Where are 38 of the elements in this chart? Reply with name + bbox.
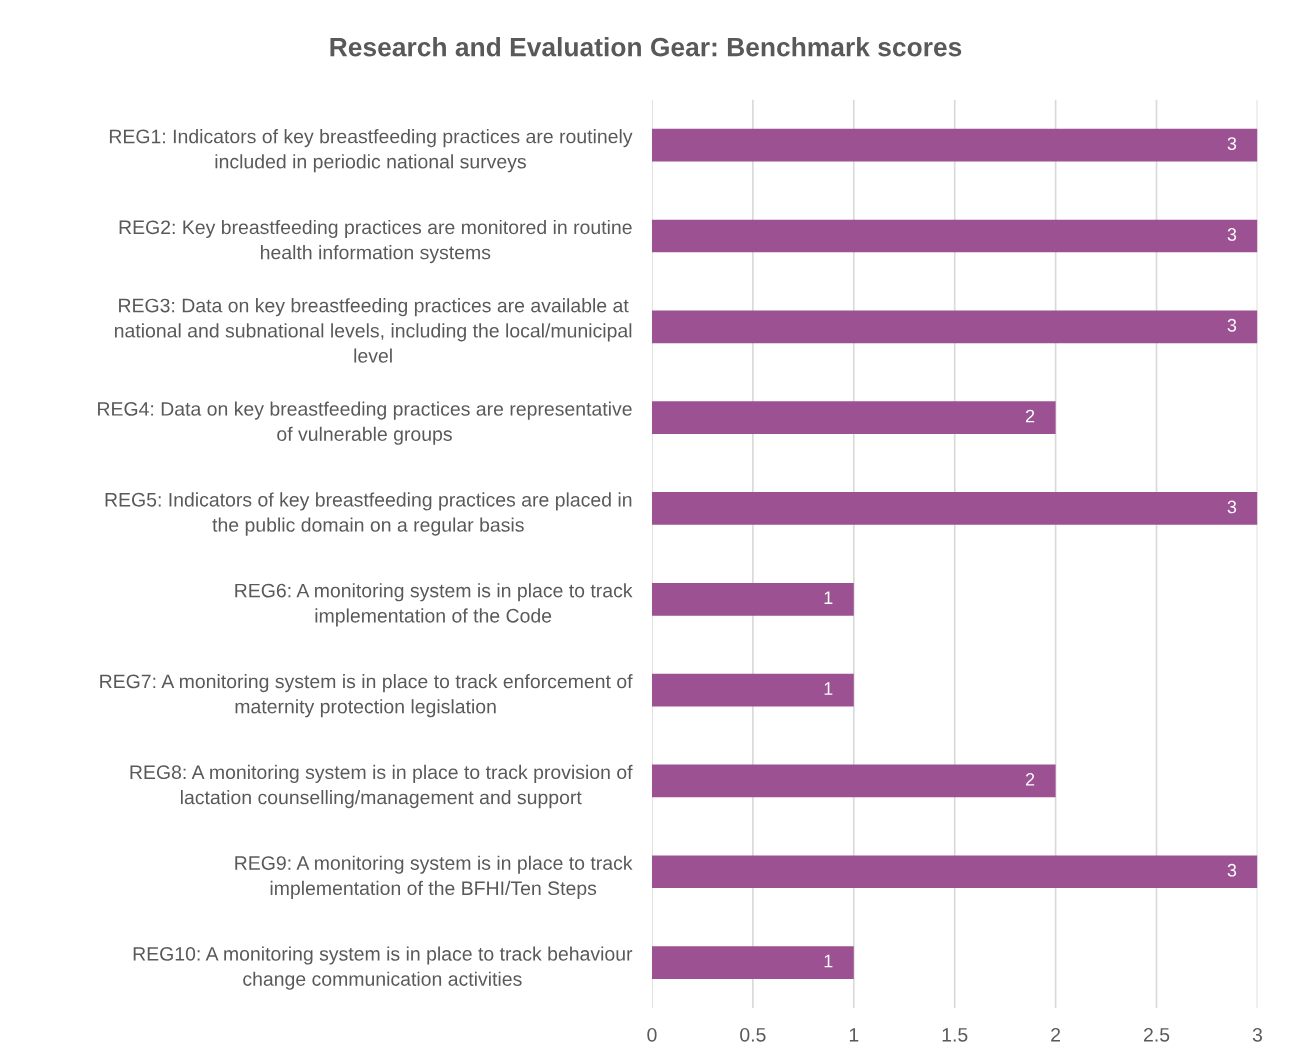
bar	[651, 582, 854, 616]
y-tick-label: REG8: A monitoring system is in place to track provision of lactation counselling/management and support	[130, 764, 633, 809]
y-tick-label: REG1: Indicators of key breastfeeding practices are routinely included in periodic national surveys	[109, 129, 633, 173]
data-label: 3	[1227, 500, 1237, 514]
bar	[651, 401, 1056, 434]
x-tick-label: 2	[1051, 1027, 1061, 1042]
x-tick-label: 1	[849, 1028, 859, 1042]
x-tick-label: 1.5	[942, 1028, 968, 1042]
bar	[651, 764, 1056, 798]
data-label: 1	[824, 591, 833, 604]
bar	[651, 673, 854, 707]
data-label: 3	[1227, 228, 1237, 241]
y-tick-label: REG2: Key breastfeeding practices are monitored in routine health information systems	[119, 219, 632, 264]
chart-title: Research and Evaluation Gear: Benchmark scores	[330, 37, 962, 57]
y-tick-label: REG3: Data on key breastfeeding practices are available at national and subnational levels, including the local/municipal level	[114, 298, 632, 363]
y-tick-label: REG4: Data on key breastfeeding practices are representative of vulnerable groups	[98, 401, 632, 445]
x-tick-label: 2.5	[1143, 1027, 1170, 1042]
x-tick-label: 0	[647, 1027, 657, 1042]
y-tick-label: REG6: A monitoring system is in place to track implementation of the Code	[235, 583, 633, 627]
data-label: 1	[824, 682, 833, 695]
data-label: 1	[824, 954, 833, 968]
y-tick-label: REG5: Indicators of key breastfeeding practices are placed in the public domain on a regular basis	[105, 492, 632, 536]
data-label: 3	[1227, 137, 1237, 151]
x-tick-label: 0.5	[740, 1027, 766, 1042]
x-tick-label: 3	[1252, 1027, 1262, 1042]
bar	[651, 492, 1258, 525]
y-tick-label: REG10: A monitoring system is in place to track behaviour change communication activities	[133, 946, 633, 990]
y-tick-label: REG7: A monitoring system is in place to track enforcement of maternity protection legislation	[100, 674, 633, 718]
data-label: 2	[1025, 409, 1035, 423]
bar	[651, 855, 1258, 889]
bar	[651, 310, 1258, 344]
data-label: 3	[1227, 863, 1237, 877]
bar	[651, 128, 1258, 162]
y-tick-label: REG9: A monitoring system is in place to track implementation of the BFHI/Ten Steps	[235, 855, 633, 899]
bar	[651, 946, 854, 979]
data-label: 2	[1025, 773, 1035, 786]
bar	[651, 219, 1258, 253]
data-label: 3	[1227, 318, 1237, 332]
